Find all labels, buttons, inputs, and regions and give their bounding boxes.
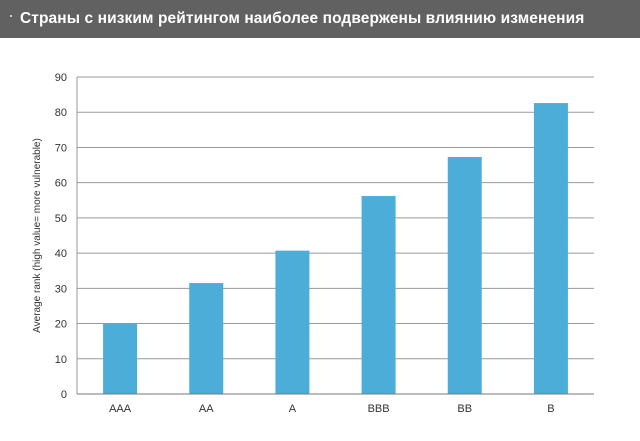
bar [533, 103, 568, 394]
bar [275, 250, 310, 394]
bar [447, 156, 482, 394]
x-tick-label: BBB [368, 403, 390, 415]
y-tick-label: 50 [55, 213, 67, 225]
bar [361, 196, 396, 394]
x-tick-label: AAA [109, 403, 132, 415]
y-tick-label: 70 [55, 142, 67, 154]
x-tick-label: BB [457, 403, 472, 415]
y-tick-label: 90 [55, 72, 67, 84]
y-tick-label: 30 [55, 283, 67, 295]
chart-title: Страны с низким рейтингом наиболее подве… [20, 10, 585, 27]
chart-area: 0 10 20 30 40 50 60 70 80 90 AAA AA A BBB BB B Average r… [0, 38, 640, 436]
bar [189, 283, 224, 394]
x-tick-label: B [547, 403, 554, 415]
y-tick-label: 60 [55, 178, 67, 190]
y-tick-label: 10 [55, 354, 67, 366]
x-tick-label: A [289, 403, 297, 415]
y-tick-label: 40 [55, 248, 67, 260]
y-tick-label: 80 [55, 107, 67, 119]
y-tick-label: 20 [55, 319, 67, 331]
title-bar: Страны с низким рейтингом наиболее подве… [0, 0, 640, 38]
bar [103, 323, 138, 394]
x-tick-label: AA [199, 403, 214, 415]
y-tick-label: 0 [61, 389, 67, 401]
y-axis-label: Average rank (high value= more vulnerabl… [32, 138, 43, 333]
bullet-icon [10, 15, 12, 17]
